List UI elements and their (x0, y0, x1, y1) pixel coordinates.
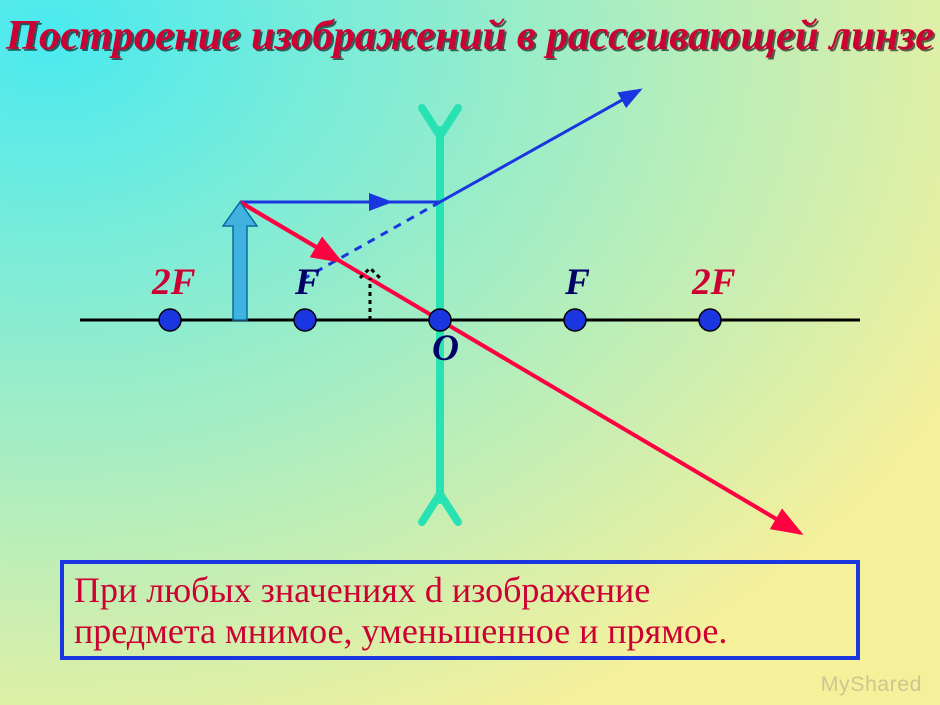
watermark: MyShared (821, 672, 922, 697)
focal-label-F_left: F (294, 262, 320, 303)
focal-point-2F_left (159, 309, 181, 331)
focal-point-F_right (564, 309, 586, 331)
focal-label-2F_right: 2F (691, 262, 736, 303)
focal-label-2F_left: 2F (151, 262, 196, 303)
caption-line-1: При любых значениях d изображение (74, 570, 650, 610)
focal-label-O: O (432, 328, 459, 369)
focal-label-F_right: F (564, 262, 590, 303)
focal-point-F_left (294, 309, 316, 331)
caption-box: При любых значениях d изображение предме… (60, 560, 860, 660)
caption-line-2: предмета мнимое, уменьшенное и прямое. (74, 611, 727, 651)
page-title: Построение изображений в рассеивающей ли… (0, 14, 940, 59)
focal-point-2F_right (699, 309, 721, 331)
title-text: Построение изображений в рассеивающей ли… (6, 12, 934, 59)
